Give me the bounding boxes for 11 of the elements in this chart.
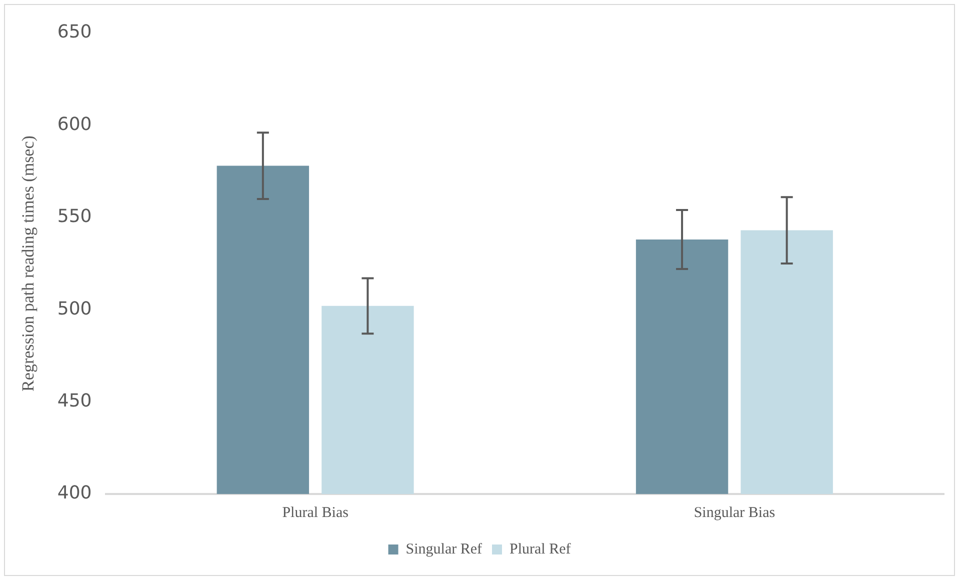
x-tick-label: Singular Bias: [694, 504, 776, 521]
y-tick-label: 550: [57, 206, 92, 228]
y-axis-title: Regression path reading times (msec): [18, 136, 38, 392]
y-tick-label: 600: [57, 114, 92, 135]
x-tick-label: Plural Bias: [282, 504, 349, 521]
legend-label: Plural Ref: [510, 541, 571, 558]
legend-label: Singular Ref: [406, 541, 482, 558]
y-tick-label: 650: [57, 22, 92, 43]
y-tick-label: 450: [57, 390, 92, 412]
y-tick-label: 400: [57, 482, 92, 504]
y-tick-label: 500: [57, 298, 92, 320]
